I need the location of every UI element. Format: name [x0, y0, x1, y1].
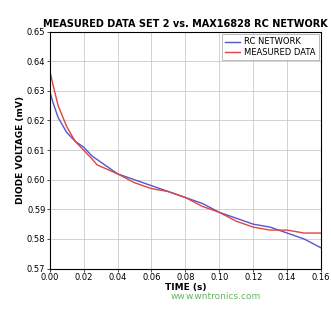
MEASURED DATA — [251, 225, 255, 229]
RC NETWORK — [285, 231, 289, 235]
MEASURED DATA — [116, 172, 119, 176]
RC NETWORK — [116, 172, 119, 176]
MEASURED DATA — [90, 157, 94, 161]
MEASURED DATA — [200, 204, 204, 208]
RC NETWORK — [90, 154, 94, 158]
Y-axis label: DIODE VOLTAGE (mV): DIODE VOLTAGE (mV) — [17, 96, 25, 204]
MEASURED DATA — [166, 190, 170, 193]
MEASURED DATA — [56, 104, 60, 107]
RC NETWORK — [302, 237, 306, 241]
MEASURED DATA — [48, 68, 52, 72]
Line: RC NETWORK: RC NETWORK — [50, 91, 321, 248]
Title: MEASURED DATA SET 2 vs. MAX16828 RC NETWORK: MEASURED DATA SET 2 vs. MAX16828 RC NETW… — [43, 19, 328, 29]
Text: ww: ww — [170, 292, 185, 301]
RC NETWORK — [65, 131, 69, 134]
MEASURED DATA — [302, 231, 306, 235]
MEASURED DATA — [150, 187, 154, 191]
RC NETWORK — [107, 166, 111, 170]
Line: MEASURED DATA: MEASURED DATA — [50, 70, 321, 233]
RC NETWORK — [268, 225, 272, 229]
RC NETWORK — [217, 210, 221, 214]
MEASURED DATA — [268, 228, 272, 232]
MEASURED DATA — [65, 125, 69, 128]
MEASURED DATA — [285, 228, 289, 232]
MEASURED DATA — [109, 169, 113, 173]
MEASURED DATA — [319, 231, 323, 235]
MEASURED DATA — [217, 210, 221, 214]
RC NETWORK — [48, 89, 52, 93]
RC NETWORK — [99, 160, 103, 164]
RC NETWORK — [183, 196, 187, 199]
Legend: RC NETWORK, MEASURED DATA: RC NETWORK, MEASURED DATA — [222, 34, 318, 60]
MEASURED DATA — [73, 139, 77, 143]
RC NETWORK — [51, 101, 55, 105]
MEASURED DATA — [234, 219, 238, 223]
MEASURED DATA — [132, 181, 136, 185]
RC NETWORK — [81, 145, 85, 149]
MEASURED DATA — [51, 83, 55, 87]
RC NETWORK — [200, 202, 204, 205]
RC NETWORK — [73, 139, 77, 143]
RC NETWORK — [319, 246, 323, 250]
MEASURED DATA — [95, 163, 99, 167]
MEASURED DATA — [183, 196, 187, 199]
RC NETWORK — [150, 184, 154, 187]
MEASURED DATA — [102, 166, 106, 170]
RC NETWORK — [166, 190, 170, 193]
RC NETWORK — [234, 216, 238, 220]
RC NETWORK — [132, 178, 136, 182]
MEASURED DATA — [81, 148, 85, 152]
Text: w.wntronics.com: w.wntronics.com — [185, 292, 260, 301]
X-axis label: TIME (s): TIME (s) — [165, 283, 206, 292]
RC NETWORK — [56, 116, 60, 119]
RC NETWORK — [251, 222, 255, 226]
